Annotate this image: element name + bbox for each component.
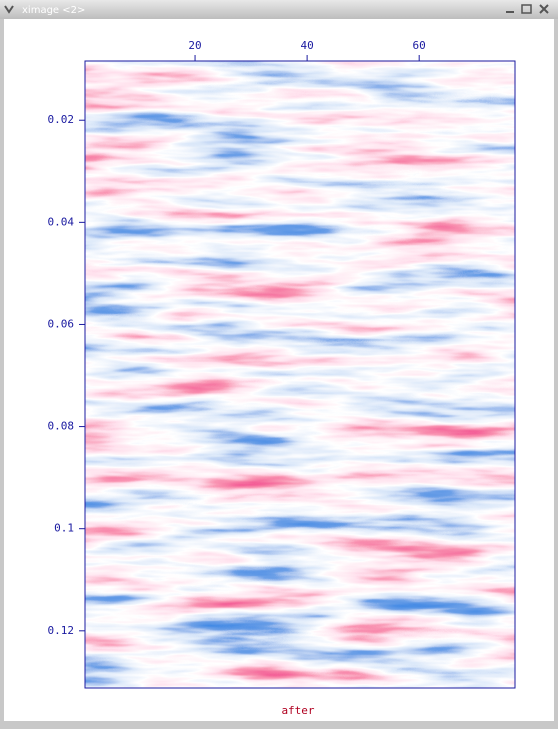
minimize-button[interactable] (506, 11, 514, 13)
window-title: ximage <2> (22, 5, 85, 16)
title-bar (0, 0, 558, 19)
y-tick-label: 0.06 (48, 317, 75, 330)
plot-frame (84, 60, 516, 689)
x-tick-label: 20 (188, 39, 201, 52)
x-tick-label: 60 (413, 39, 426, 52)
y-tick-label: 0.02 (48, 113, 75, 126)
maximize-button[interactable] (521, 4, 532, 14)
x-axis-label: after (281, 704, 314, 717)
seismic-image (85, 61, 515, 688)
close-button[interactable] (539, 4, 549, 14)
y-tick-label: 0.04 (48, 215, 75, 228)
y-tick-label: 0.12 (48, 624, 75, 637)
menu-button[interactable] (4, 5, 14, 14)
x-tick-label: 40 (300, 39, 313, 52)
y-tick-label: 0.08 (48, 420, 75, 433)
y-tick-label: 0.1 (54, 522, 74, 535)
